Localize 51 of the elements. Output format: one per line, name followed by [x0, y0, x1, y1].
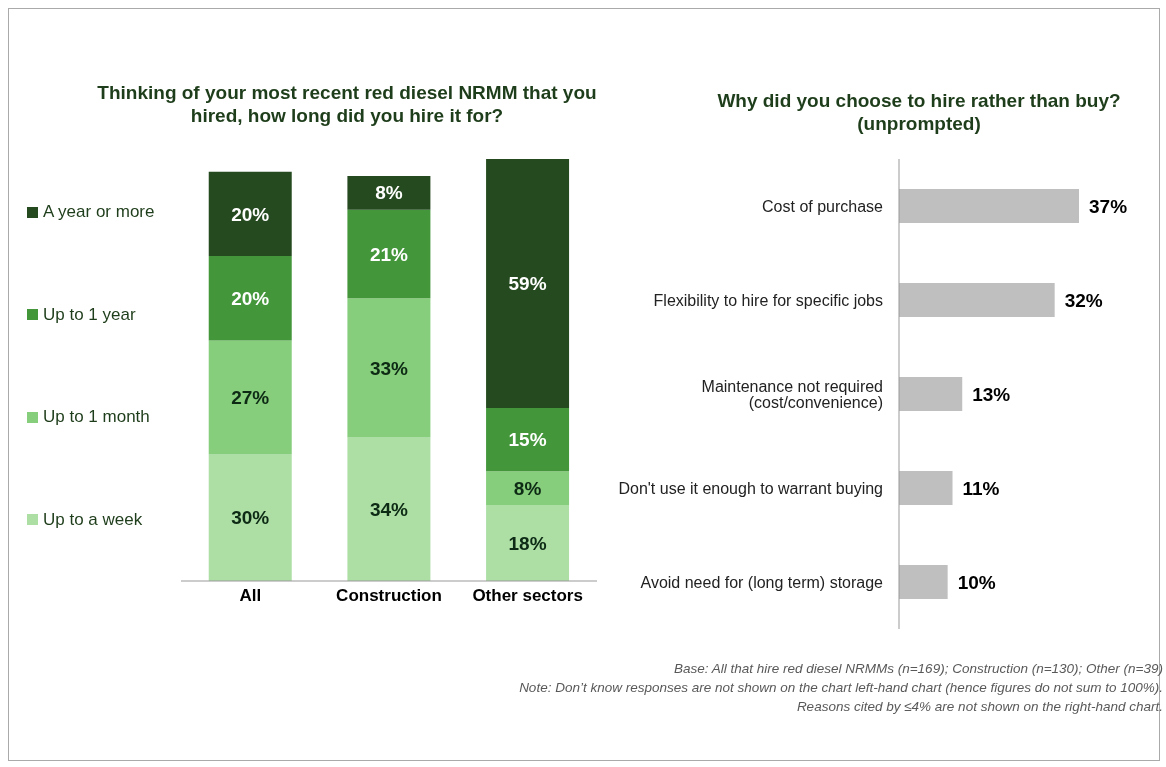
data-label: 32% — [1064, 289, 1103, 311]
chart-title: Why did you choose to hire rather than buy? (unprompted) — [716, 89, 1122, 135]
data-label: 8% — [513, 477, 542, 499]
data-label: 30% — [231, 507, 270, 529]
text: Base: All that hire red diesel NRMMs (n=169); Construction (n=130); Other (n=39) — [672, 660, 1163, 678]
bar — [347, 437, 431, 581]
x-tick-label: Construction — [336, 586, 442, 606]
bar — [899, 471, 953, 506]
x-tick-label: All — [239, 586, 262, 606]
y-tick-label: Don't use it enough to warrant buying — [618, 479, 883, 497]
bar — [899, 189, 1079, 224]
data-label: 13% — [972, 383, 1011, 405]
bar — [208, 340, 292, 455]
bar — [486, 159, 570, 408]
text: Note: Don’t know responses are not shown on the chart left-hand chart (hence figures do not sum to 100%). — [518, 679, 1163, 697]
y-tick-label: Flexibility to hire for specific jobs — [653, 291, 883, 309]
bar — [486, 407, 570, 472]
data-label: 10% — [957, 571, 996, 593]
data-label: 34% — [369, 498, 409, 520]
bar — [208, 256, 292, 341]
data-label: 21% — [369, 243, 409, 265]
data-label: 20% — [231, 287, 270, 309]
bar — [347, 209, 431, 299]
legend-label: Up to 1 year — [43, 304, 136, 325]
bar — [347, 298, 431, 438]
y-tick-label: Avoid need for (long term) storage — [640, 573, 884, 591]
bar — [208, 454, 292, 581]
bar — [486, 505, 570, 581]
data-label: 11% — [962, 477, 1000, 499]
y-tick-label: Cost of purchase — [762, 197, 884, 215]
bar — [208, 171, 292, 257]
bar — [899, 565, 948, 600]
data-label: 27% — [231, 387, 270, 409]
text: Reasons cited by ≤4% are not shown on the right-hand chart. — [795, 698, 1163, 716]
y-tick-label: Maintenance not required (cost/convenience) — [701, 377, 883, 411]
data-label: 20% — [231, 203, 270, 225]
data-label: 8% — [375, 182, 403, 204]
legend-label: A year or more — [43, 202, 155, 223]
data-label: 15% — [508, 429, 547, 451]
legend-label: Up to a week — [43, 509, 143, 530]
data-label: 33% — [369, 357, 409, 379]
x-tick-label: Other sectors — [472, 586, 583, 606]
bar — [347, 175, 431, 210]
data-label: 37% — [1089, 195, 1128, 217]
bar — [899, 377, 963, 412]
chart-title: Thinking of your most recent red diesel NRMM that you hired, how long did you hire it for? — [96, 81, 598, 127]
bar — [899, 283, 1055, 318]
data-label: 59% — [508, 273, 547, 295]
data-label: 18% — [508, 532, 547, 554]
legend-label: Up to 1 month — [43, 407, 150, 428]
bar — [486, 471, 570, 506]
